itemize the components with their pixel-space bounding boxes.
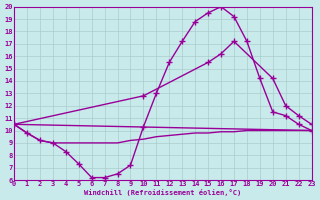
X-axis label: Windchill (Refroidissement éolien,°C): Windchill (Refroidissement éolien,°C) [84,189,242,196]
